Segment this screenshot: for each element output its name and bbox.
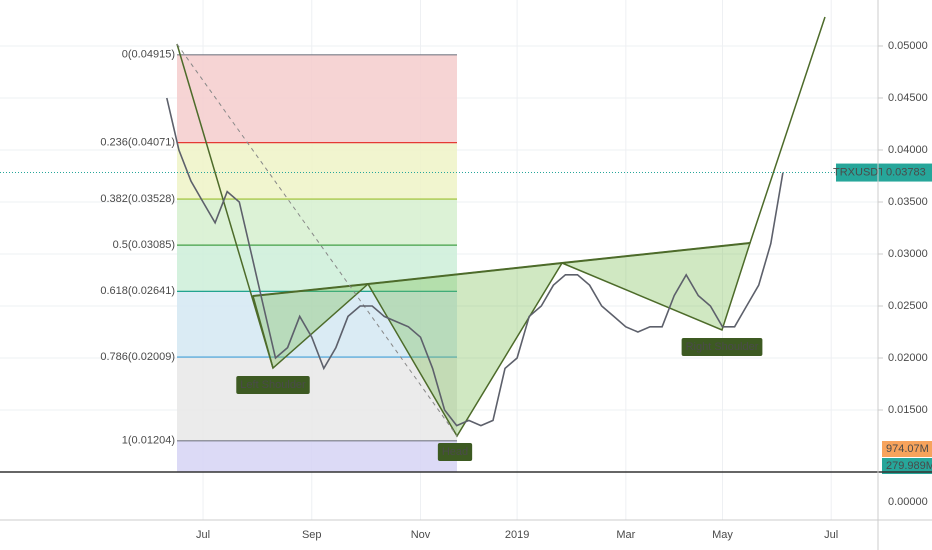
x-tick-label: Jul — [196, 529, 210, 541]
fibonacci-layer: 0(0.04915) 0.236(0.04071) 0.382(0.03528) 0.… — [100, 49, 457, 472]
indicator-tick-label: 0.00000 — [888, 496, 928, 508]
x-tick-label: 2019 — [505, 529, 529, 541]
x-tick-label: Sep — [302, 529, 322, 541]
symbol-label: TRXUSDT — [833, 166, 885, 178]
fib-band — [177, 54, 457, 143]
fib-band — [177, 440, 457, 472]
fib-label: 0(0.04915) — [122, 49, 175, 61]
foreground-layer: 0.01500 0.02000 0.02500 0.03000 0.03500 0.040… — [0, 40, 932, 541]
fib-label: 0.5(0.03085) — [113, 239, 175, 251]
y-tick-label: 0.01500 — [888, 404, 928, 416]
pattern-label: Head — [442, 446, 468, 458]
y-tick-label: 0.02000 — [888, 352, 928, 364]
y-tick-label: 0.04500 — [888, 92, 928, 104]
volume-tag — [882, 441, 932, 457]
y-tick-label: 0.02500 — [888, 300, 928, 312]
pattern-label-box — [437, 443, 473, 461]
y-tick-label: 0.05000 — [888, 40, 928, 52]
price-tag-label: 0.03783 — [886, 166, 926, 178]
price-line — [166, 97, 784, 427]
symbol-tag — [836, 163, 882, 182]
price-tag — [882, 163, 932, 182]
dashed-line — [176, 43, 458, 437]
volume-label: 279.989M — [886, 460, 932, 472]
x-tick-label: Jul — [824, 529, 838, 541]
x-tick-label: May — [712, 529, 733, 541]
volume-label: 974.07M — [886, 443, 929, 455]
pattern-label: Right Shoulder — [686, 341, 759, 353]
trend-line — [176, 43, 274, 369]
x-tick-label: Mar — [616, 529, 635, 541]
x-tick-label: Nov — [411, 529, 431, 541]
neckline — [252, 242, 751, 297]
fib-label: 0.618(0.02641) — [100, 285, 175, 297]
pattern-label: Left Shoulder — [240, 379, 306, 391]
fib-band — [177, 245, 457, 292]
breakout-line — [749, 16, 826, 244]
fib-label: 0.236(0.04071) — [100, 137, 175, 149]
fib-band — [177, 291, 457, 358]
fib-band — [177, 199, 457, 246]
y-tick-label: 0.03500 — [888, 196, 928, 208]
volume-tag — [882, 458, 932, 474]
y-tick-label: 0.04000 — [888, 144, 928, 156]
pattern-label-box — [681, 338, 763, 356]
fib-label: 0.382(0.03528) — [100, 193, 175, 205]
pattern-label-box — [236, 376, 310, 394]
pattern-drawing — [176, 16, 826, 438]
fib-band — [177, 357, 457, 441]
fib-band — [177, 142, 457, 200]
fib-label: 0.786(0.02009) — [100, 351, 175, 363]
y-tick-label: 0.03000 — [888, 248, 928, 260]
fib-label: 1(0.01204) — [122, 435, 175, 447]
